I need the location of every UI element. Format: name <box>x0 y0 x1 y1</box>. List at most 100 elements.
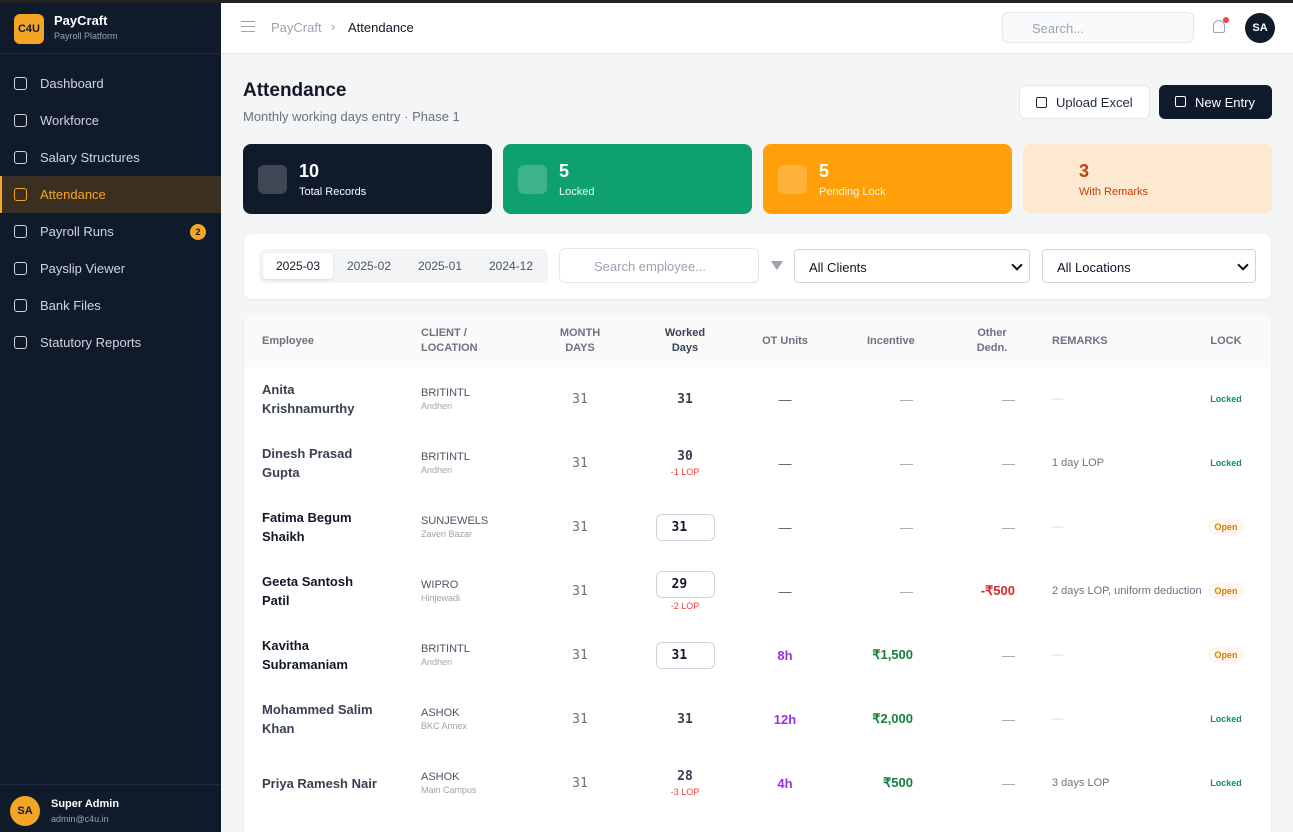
month-days-cell: 31 <box>535 367 625 431</box>
nav-item[interactable]: Salary Structures <box>0 139 221 176</box>
nav-item[interactable]: Attendance <box>0 176 221 213</box>
lock-status[interactable]: Open <box>1208 583 1244 599</box>
dedn: -₹500 <box>980 583 1015 598</box>
month-tab[interactable]: 2024-12 <box>488 259 534 273</box>
month-tab[interactable]: 2025-03 <box>263 253 333 279</box>
client: ASHOK <box>421 707 460 719</box>
location-select[interactable]: All Locations <box>1042 249 1256 283</box>
stat-icon <box>258 165 287 194</box>
nav-item[interactable]: Payslip Viewer <box>0 250 221 287</box>
location: Andheri <box>421 401 453 411</box>
employee-name: Anita Krishnamurthy <box>262 382 355 416</box>
client-select[interactable]: All Clients <box>794 249 1030 283</box>
column-label: Other Dedn. <box>976 327 1008 354</box>
column-label: CLIENT / LOCATION <box>421 327 478 354</box>
worked-days[interactable]: 31 <box>655 513 715 541</box>
month-days-cell: 31 <box>535 495 625 559</box>
nav-item[interactable]: Payroll Runs 2 <box>0 213 221 250</box>
employee-name: Mohammed Salim Khan <box>262 702 373 736</box>
lock-cell: Locked <box>1190 431 1262 495</box>
column-header: MONTH DAYS <box>535 315 625 367</box>
nav-icon <box>14 151 27 164</box>
breadcrumb[interactable]: PayCraft <box>271 20 322 35</box>
ot: — <box>778 583 792 599</box>
search-input[interactable]: Search... <box>1002 12 1194 43</box>
remarks-cell: 2 days LOP, uniform deduction <box>1052 559 1202 623</box>
month-days: 31 <box>572 391 588 407</box>
ot: — <box>778 391 792 407</box>
table-row[interactable]: Geeta Santosh Patil WIPRO Hinjewadi 31 29 -2 … <box>244 559 1271 623</box>
month-days: 31 <box>572 647 588 663</box>
nav-item[interactable]: Workforce <box>0 102 221 139</box>
nav-icon <box>14 336 27 349</box>
nav-item[interactable]: Bank Files <box>0 287 221 324</box>
lock-status[interactable]: Locked <box>1210 394 1242 404</box>
incentive-cell: — <box>825 559 925 623</box>
location: Hinjewadi <box>421 593 461 603</box>
worked-days[interactable]: 29 <box>655 571 715 598</box>
ot: 12h <box>773 711 797 727</box>
button[interactable]: New Entry <box>1159 85 1272 119</box>
stat-value: 5 <box>819 161 830 181</box>
worked-days: 31 <box>677 391 693 407</box>
stat-card: 5 Locked <box>503 144 752 214</box>
column-label: MONTH DAYS <box>559 327 601 354</box>
lock-status[interactable]: Locked <box>1210 778 1242 788</box>
stat-card: 10 Total Records <box>243 144 492 214</box>
location: BKC Annex <box>421 721 468 731</box>
employee-name: Priya Ramesh Nair <box>262 775 377 791</box>
ot-cell: — <box>745 431 825 495</box>
worked-days[interactable]: 31 <box>655 641 715 669</box>
employee-search[interactable]: Search employee... <box>559 248 759 283</box>
column-label: OT Units <box>762 334 808 347</box>
button-label: New Entry <box>1195 94 1255 110</box>
divider <box>0 784 221 785</box>
ot: — <box>778 455 792 471</box>
table-row[interactable]: Priya Ramesh Nair ASHOK Main Campus 31 28 -3 … <box>244 751 1271 815</box>
divider <box>0 53 221 54</box>
dedn: — <box>1002 775 1015 791</box>
button[interactable]: Upload Excel <box>1019 85 1150 119</box>
client: BRITINTL <box>421 451 470 463</box>
user-avatar: SA <box>10 796 40 826</box>
ot: — <box>778 519 792 535</box>
client: BRITINTL <box>421 387 470 399</box>
lock-cell: Open <box>1190 495 1262 559</box>
column-header: Worked Days <box>625 315 745 367</box>
nav-item[interactable]: Statutory Reports <box>0 324 221 361</box>
table-row[interactable]: Kavitha Subramaniam BRITINTL Andheri 31 31 8h… <box>244 623 1271 687</box>
lock-status[interactable]: Locked <box>1210 714 1242 724</box>
table-row[interactable]: Mohammed Salim Khan ASHOK BKC Annex 31 31 12h… <box>244 687 1271 751</box>
worked-days-cell: 30 -1 LOP <box>625 431 745 495</box>
avatar[interactable]: SA <box>1245 13 1275 43</box>
notifications[interactable] <box>1213 20 1225 33</box>
lock-status[interactable]: Locked <box>1210 458 1242 468</box>
table-row[interactable]: Fatima Begum Shaikh SUNJEWELS Zaveri Bazar… <box>244 495 1271 559</box>
filter-bar: 2025-03 2025-02 2025-01 2024-12 Search emplo… <box>244 234 1271 299</box>
worked-days-cell: 31 <box>625 623 745 687</box>
incentive: ₹500 <box>883 775 913 790</box>
worked-days-cell: 31 <box>625 687 745 751</box>
nav-item[interactable]: Dashboard <box>0 65 221 102</box>
client: SUNJEWELS <box>421 515 489 527</box>
menu-button[interactable] <box>241 21 255 32</box>
dedn-cell: — <box>925 687 1027 751</box>
stat-label: With Remarks <box>1079 186 1149 198</box>
month-days-cell: 31 <box>535 559 625 623</box>
lock-status[interactable]: Open <box>1208 519 1244 535</box>
client-cell: ASHOK Main Campus <box>421 751 535 815</box>
incentive: — <box>900 583 913 599</box>
month-tab[interactable]: 2025-02 <box>346 259 392 273</box>
location: Zaveri Bazar <box>421 529 473 539</box>
ot-cell: 8h <box>745 623 825 687</box>
lock-status[interactable]: Open <box>1208 647 1244 663</box>
nav-icon <box>14 77 27 90</box>
table-row[interactable]: Anita Krishnamurthy BRITINTL Andheri 31 31 — —… <box>244 367 1271 431</box>
stat-icon <box>778 165 807 194</box>
attendance-table: Employee CLIENT / LOCATION MONTH DAYS Worke… <box>244 315 1271 832</box>
month-tab[interactable]: 2025-01 <box>417 259 463 273</box>
employee-name: Fatima Begum Shaikh <box>262 510 352 544</box>
location: Andheri <box>421 465 453 475</box>
table-row[interactable]: Dinesh Prasad Gupta BRITINTL Andheri 31 30 -1… <box>244 431 1271 495</box>
button-icon <box>1175 96 1186 107</box>
